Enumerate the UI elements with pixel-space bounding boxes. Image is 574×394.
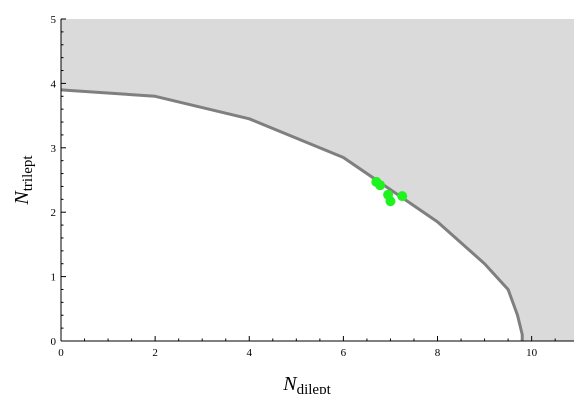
x-tick-label: 2 bbox=[152, 347, 158, 359]
x-tick-label: 0 bbox=[58, 347, 64, 359]
x-axis-ticks: 0 2 4 6 8 10 bbox=[58, 336, 556, 359]
x-tick-label: 10 bbox=[526, 347, 538, 359]
x-tick-label: 8 bbox=[435, 347, 441, 359]
y-tick-label: 5 bbox=[51, 14, 57, 26]
excluded-region bbox=[61, 19, 574, 341]
y-axis-ticks: 0 1 2 3 4 5 bbox=[51, 14, 66, 348]
x-tick-label: 6 bbox=[341, 347, 347, 359]
y-axis-title-main: N bbox=[11, 190, 33, 206]
plot-frame bbox=[60, 19, 574, 342]
boundary-curve bbox=[60, 88, 524, 341]
y-tick-label: 1 bbox=[51, 272, 57, 284]
y-tick-label: 4 bbox=[51, 78, 57, 90]
x-axis-title-sub: dilept bbox=[297, 382, 332, 394]
y-tick-label: 3 bbox=[51, 143, 57, 155]
x-tick-label: 4 bbox=[247, 347, 253, 359]
y-axis-title: Ntrilept bbox=[11, 155, 36, 206]
y-tick-label: 2 bbox=[51, 207, 57, 219]
y-tick-label: 0 bbox=[51, 336, 57, 348]
data-point bbox=[397, 191, 408, 202]
x-axis-title-main: N bbox=[282, 373, 298, 394]
data-point bbox=[375, 180, 386, 191]
data-point bbox=[385, 196, 396, 207]
y-axis-title-sub: trilept bbox=[20, 155, 36, 192]
x-axis-title: Ndilept bbox=[282, 373, 331, 394]
data-points bbox=[371, 176, 408, 207]
